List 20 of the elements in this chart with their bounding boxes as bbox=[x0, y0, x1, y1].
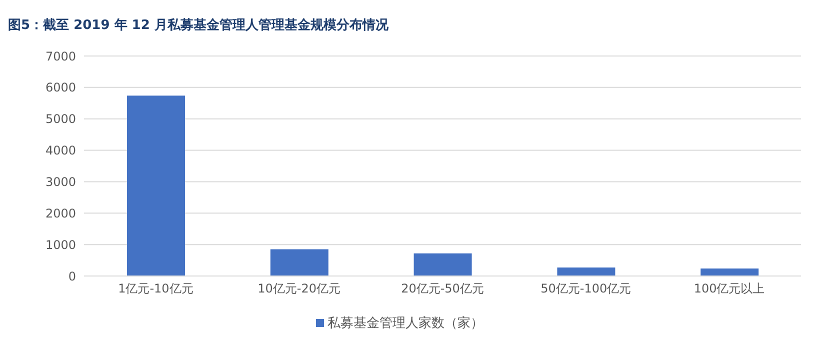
bar bbox=[127, 96, 185, 276]
bar bbox=[270, 249, 328, 276]
bar bbox=[700, 268, 759, 276]
bar bbox=[414, 253, 472, 276]
y-tick-label: 5000 bbox=[45, 112, 76, 126]
y-tick-label: 2000 bbox=[45, 206, 76, 220]
y-tick-label: 0 bbox=[68, 269, 76, 284]
x-tick-label: 1亿元-10亿元 bbox=[118, 282, 194, 296]
x-tick-label: 10亿元-20亿元 bbox=[258, 282, 341, 296]
chart-title: 图5：截至 2019 年 12 月私募基金管理人管理基金规模分布情况 bbox=[8, 17, 388, 34]
y-tick-label: 7000 bbox=[45, 49, 76, 64]
x-tick-label: 100亿元以上 bbox=[694, 282, 765, 296]
legend-label: 私募基金管理人家数（家） bbox=[328, 316, 484, 331]
x-tick-label: 50亿元-100亿元 bbox=[540, 282, 632, 296]
y-tick-label: 6000 bbox=[45, 80, 76, 95]
y-tick-label: 1000 bbox=[45, 238, 76, 252]
y-tick-label: 3000 bbox=[45, 174, 76, 189]
y-tick-label: 4000 bbox=[45, 144, 76, 158]
bar bbox=[557, 268, 616, 276]
x-tick-label: 20亿元-50亿元 bbox=[401, 282, 484, 296]
